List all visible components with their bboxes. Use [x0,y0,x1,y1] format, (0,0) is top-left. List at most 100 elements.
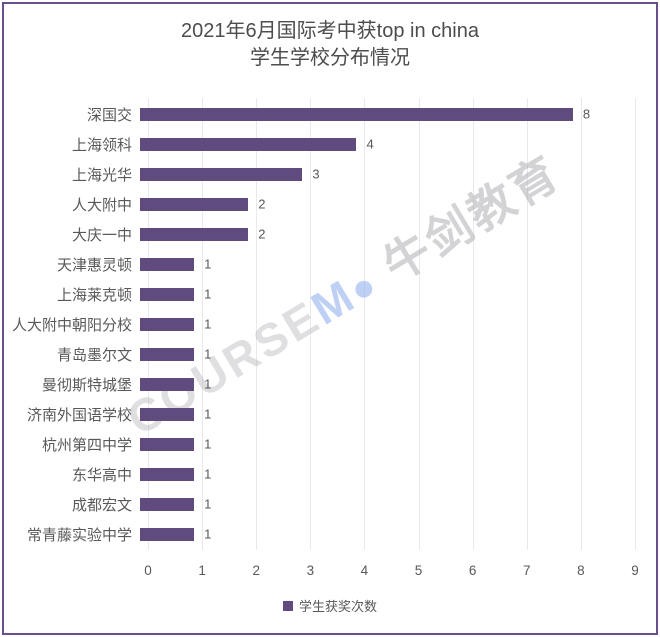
gridline [418,98,420,550]
bar-row: 成都宏文 1 [0,489,660,519]
bar-track: 4 [140,136,627,152]
value-label: 2 [258,226,266,242]
x-axis-tick-label: 1 [198,563,206,578]
bar [140,167,303,181]
legend-swatch-icon [282,600,293,611]
bar-track: 2 [140,196,627,212]
x-axis-tick-label: 7 [523,563,531,578]
bar-track: 2 [140,226,627,242]
bar-track: 1 [140,256,627,272]
x-axis-tick-label: 2 [252,563,260,578]
bar [140,377,195,391]
x-axis-tick-label: 4 [360,563,369,578]
value-label: 1 [204,436,212,452]
bar-row: 青岛墨尔文 1 [0,339,660,369]
category-label: 人大附中 [71,196,132,214]
category-label: 人大附中朝阳分校 [11,316,132,334]
bar [140,437,195,451]
bar-row: 杭州第四中学 1 [0,429,660,459]
bar-track: 8 [140,106,627,122]
bar-track: 1 [140,316,627,332]
legend-label: 学生获奖次数 [298,599,377,614]
bar [140,317,195,331]
value-label: 1 [204,346,212,362]
gridline [310,98,312,550]
value-label: 1 [204,466,212,482]
value-label: 1 [204,376,212,392]
category-label: 大庆一中 [71,226,132,244]
bar [140,407,195,421]
value-label: 2 [258,196,266,212]
bar-row: 东华高中 1 [0,459,660,489]
gridline [580,98,582,550]
bar-track: 1 [140,346,627,362]
bar-row: 上海光华 3 [0,159,660,189]
category-label: 杭州第四中学 [41,436,132,454]
gridline [526,98,528,550]
bar-track: 1 [140,526,627,542]
category-label: 常青藤实验中学 [26,526,132,544]
chart-title-line1: 2021年6月国际考中获top in china [181,20,479,42]
bar-row: 上海领科 4 [0,129,660,159]
bar-chart-rows: 深国交 8 上海领科 4 上海光华 3 人大附中 2 大庆一中 2 [0,99,660,549]
bar-track: 1 [140,376,627,392]
chart-title-line2: 学生学校分布情况 [250,47,410,69]
value-label: 1 [204,256,212,272]
gridline [256,98,258,550]
category-label: 上海领科 [71,136,132,154]
x-axis-ticks: 0 1 2 3 4 5 6 7 8 9 [144,563,639,581]
bar-track: 1 [140,466,627,482]
bar-row: 大庆一中 2 [0,219,660,249]
x-axis-tick-label: 8 [577,563,585,578]
legend: 学生获奖次数 [0,596,660,615]
category-label: 曼彻斯特城堡 [41,376,132,394]
bar-track: 1 [140,436,627,452]
bar [140,287,195,301]
category-label: 青岛墨尔文 [56,346,132,364]
bar-track: 1 [140,406,627,422]
bar-track: 1 [140,286,627,302]
bar [140,467,195,481]
x-axis-tick-label: 9 [631,563,639,578]
bar [140,197,249,211]
category-label: 济南外国语学校 [26,406,132,424]
bar [140,107,573,121]
bar-row: 常青藤实验中学 1 [0,519,660,549]
gridline [635,98,636,550]
value-label: 1 [204,316,212,332]
value-label: 3 [312,166,320,182]
chart-title: 2021年6月国际考中获top in china 学生学校分布情况 [0,18,660,72]
bar-row: 曼彻斯特城堡 1 [0,369,660,399]
bar-track: 1 [140,496,627,512]
x-axis-tick-label: 6 [468,563,477,578]
bar-row: 天津惠灵顿 1 [0,249,660,279]
bar [140,257,195,271]
category-label: 成都宏文 [71,496,132,514]
bar-row: 人大附中 2 [0,189,660,219]
value-label: 1 [204,526,212,542]
value-label: 1 [204,496,212,512]
value-label: 8 [582,106,591,122]
bar-row: 上海莱克顿 1 [0,279,660,309]
x-axis-tick-label: 5 [414,563,423,578]
bar [140,137,357,151]
gridline [472,98,474,550]
value-label: 4 [366,136,374,152]
bar-row: 深国交 8 [0,99,660,129]
category-label: 上海莱克顿 [56,286,132,304]
bar-track: 3 [140,166,627,182]
bar [140,347,195,361]
category-label: 东华高中 [71,466,132,484]
value-label: 1 [204,286,212,302]
bar-row: 济南外国语学校 1 [0,399,660,429]
x-axis-tick-label: 0 [144,563,152,578]
category-label: 天津惠灵顿 [56,256,132,274]
bar [140,227,249,241]
category-label: 上海光华 [71,166,132,184]
x-axis-tick-label: 3 [306,563,315,578]
bar [140,527,195,541]
gridline [202,98,204,550]
bar [140,497,195,511]
value-label: 1 [204,406,212,422]
